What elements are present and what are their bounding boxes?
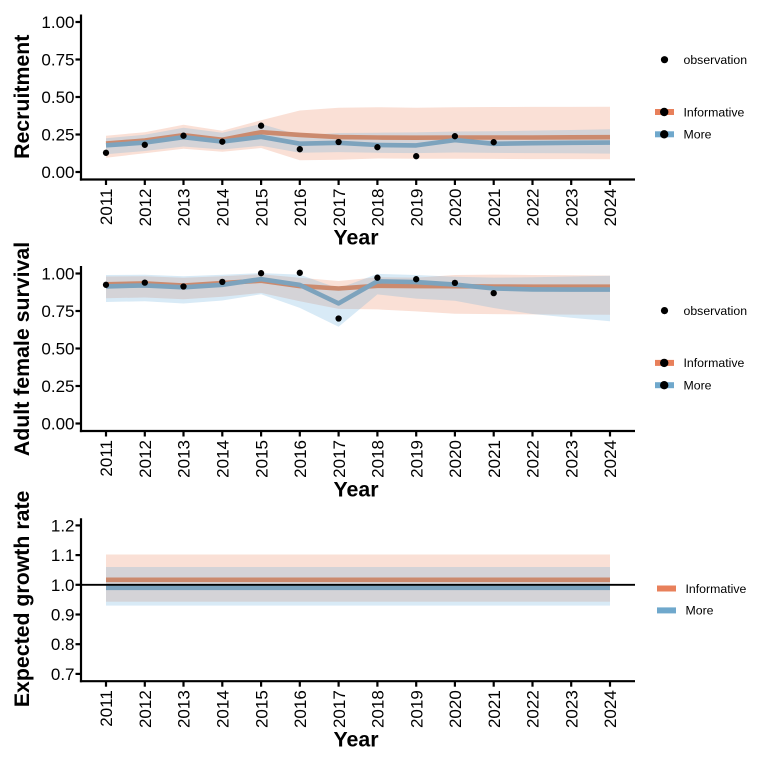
svg-text:1.0: 1.0: [51, 576, 75, 595]
svg-text:0.50: 0.50: [41, 340, 74, 359]
svg-text:0.50: 0.50: [41, 88, 74, 107]
svg-text:2015: 2015: [252, 690, 271, 728]
svg-text:More: More: [686, 604, 714, 618]
svg-text:2023: 2023: [562, 690, 581, 728]
svg-text:2023: 2023: [562, 440, 581, 478]
svg-text:2014: 2014: [214, 690, 233, 728]
svg-text:2012: 2012: [136, 189, 155, 227]
svg-text:Year: Year: [333, 478, 378, 502]
svg-text:0.7: 0.7: [51, 665, 75, 684]
svg-text:Informative: Informative: [686, 582, 747, 596]
svg-text:2021: 2021: [485, 189, 504, 227]
svg-text:2011: 2011: [97, 690, 116, 727]
svg-text:2012: 2012: [136, 440, 155, 478]
svg-text:2016: 2016: [291, 440, 310, 478]
svg-text:0.00: 0.00: [41, 163, 74, 182]
svg-text:observation: observation: [684, 304, 748, 318]
svg-text:Adult female survival: Adult female survival: [10, 242, 34, 456]
svg-text:2019: 2019: [407, 440, 426, 478]
svg-text:2017: 2017: [330, 440, 349, 478]
svg-text:2017: 2017: [330, 189, 349, 227]
svg-text:2017: 2017: [330, 690, 349, 728]
svg-text:1.2: 1.2: [51, 516, 75, 535]
svg-text:1.00: 1.00: [41, 13, 74, 32]
svg-text:2021: 2021: [485, 440, 504, 478]
svg-text:2015: 2015: [252, 440, 271, 478]
svg-text:2022: 2022: [524, 440, 543, 478]
svg-text:2016: 2016: [291, 690, 310, 728]
svg-text:2013: 2013: [175, 690, 194, 728]
svg-text:2023: 2023: [562, 189, 581, 227]
svg-text:Expected growth rate: Expected growth rate: [10, 490, 34, 707]
svg-text:2020: 2020: [446, 690, 465, 728]
svg-text:More: More: [684, 379, 712, 393]
svg-text:0.25: 0.25: [41, 377, 74, 396]
svg-text:2018: 2018: [369, 690, 388, 728]
svg-text:2016: 2016: [291, 189, 310, 227]
svg-text:2019: 2019: [407, 690, 426, 728]
svg-text:0.8: 0.8: [51, 635, 75, 654]
svg-text:2022: 2022: [524, 189, 543, 227]
svg-text:0.9: 0.9: [51, 606, 75, 625]
svg-text:2011: 2011: [97, 440, 116, 477]
svg-text:0.00: 0.00: [41, 415, 74, 434]
svg-text:2018: 2018: [369, 440, 388, 478]
svg-text:2011: 2011: [97, 189, 116, 226]
svg-text:2014: 2014: [214, 189, 233, 227]
svg-text:2014: 2014: [214, 440, 233, 478]
svg-text:Informative: Informative: [684, 105, 745, 119]
svg-text:2013: 2013: [175, 189, 194, 227]
svg-text:2019: 2019: [407, 189, 426, 227]
svg-text:Year: Year: [333, 226, 378, 250]
svg-text:observation: observation: [684, 53, 748, 67]
svg-text:1.1: 1.1: [51, 546, 75, 565]
svg-text:2018: 2018: [369, 189, 388, 227]
svg-text:2015: 2015: [252, 189, 271, 227]
svg-text:2021: 2021: [485, 690, 504, 728]
svg-text:More: More: [684, 128, 712, 142]
svg-text:2020: 2020: [446, 440, 465, 478]
svg-text:2013: 2013: [175, 440, 194, 478]
svg-text:2020: 2020: [446, 189, 465, 227]
svg-text:0.75: 0.75: [41, 302, 74, 321]
svg-text:Recruitment: Recruitment: [10, 35, 34, 159]
svg-text:0.25: 0.25: [41, 126, 74, 145]
svg-text:Year: Year: [333, 728, 378, 752]
svg-text:2024: 2024: [601, 690, 620, 728]
svg-text:Informative: Informative: [684, 356, 745, 370]
svg-text:2024: 2024: [601, 189, 620, 227]
svg-text:2022: 2022: [524, 690, 543, 728]
svg-text:2012: 2012: [136, 690, 155, 728]
svg-text:1.00: 1.00: [41, 265, 74, 284]
svg-text:0.75: 0.75: [41, 51, 74, 70]
svg-text:2024: 2024: [601, 440, 620, 478]
